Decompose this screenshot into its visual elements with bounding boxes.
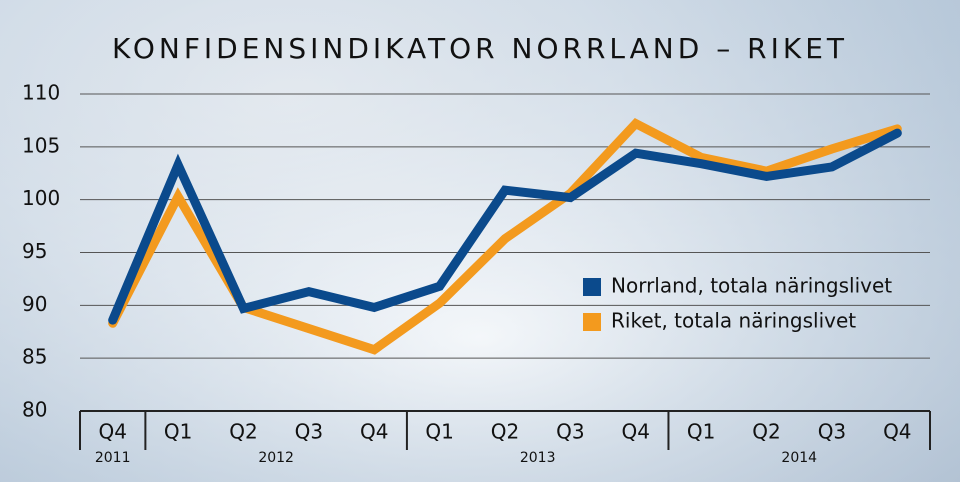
x-tick-label: Q3 xyxy=(818,420,846,444)
y-tick-label: 110 xyxy=(22,81,60,105)
x-group-label: 2012 xyxy=(258,450,294,466)
legend-label: Norrland, totala näringslivet xyxy=(611,274,892,298)
x-tick-label: Q2 xyxy=(229,420,257,444)
chart: KONFIDENSINDIKATOR NORRLAND – RIKET 80 85… xyxy=(0,0,960,482)
legend-swatch xyxy=(583,313,601,331)
x-tick-label: Q4 xyxy=(360,420,388,444)
x-tick-label: Q1 xyxy=(687,420,715,444)
x-tick-label: Q2 xyxy=(491,420,519,444)
x-tick-label: Q2 xyxy=(752,420,780,444)
chart-title: KONFIDENSINDIKATOR NORRLAND – RIKET xyxy=(112,32,848,65)
y-tick-label: 80 xyxy=(22,398,47,422)
page: KONFIDENSINDIKATOR NORRLAND – RIKET 80 85… xyxy=(0,0,960,482)
x-tick-label: Q4 xyxy=(622,420,650,444)
legend-label: Riket, totala näringslivet xyxy=(611,309,856,333)
x-tick-label: Q1 xyxy=(425,420,453,444)
x-tick-label: Q3 xyxy=(556,420,584,444)
x-group-label: 2013 xyxy=(520,450,556,466)
x-tick-label: Q4 xyxy=(98,420,126,444)
y-tick-label: 100 xyxy=(22,186,60,210)
y-tick-label: 105 xyxy=(22,133,60,157)
x-group-label: 2011 xyxy=(95,450,131,466)
y-tick-label: 90 xyxy=(22,292,47,316)
x-tick-label: Q4 xyxy=(883,420,911,444)
x-tick-label: Q1 xyxy=(164,420,192,444)
x-group-label: 2014 xyxy=(781,450,817,466)
x-tick-label: Q3 xyxy=(295,420,323,444)
y-tick-label: 95 xyxy=(22,239,47,263)
y-tick-label: 85 xyxy=(22,345,47,369)
legend-swatch xyxy=(583,278,601,296)
